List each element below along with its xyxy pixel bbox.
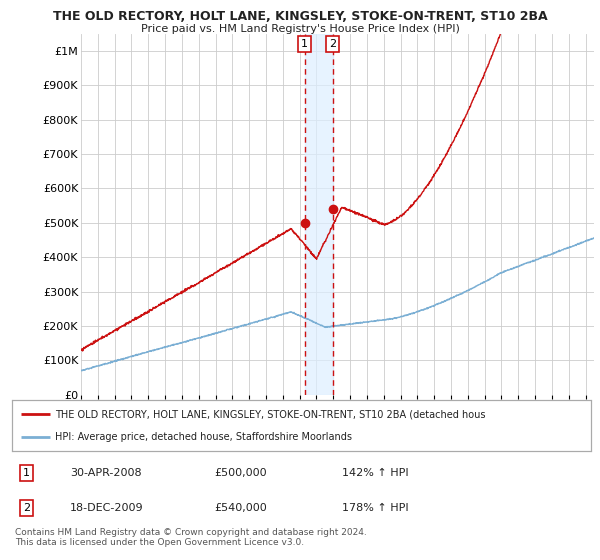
Text: £540,000: £540,000: [215, 503, 268, 513]
Text: 2: 2: [23, 503, 30, 513]
Text: THE OLD RECTORY, HOLT LANE, KINGSLEY, STOKE-ON-TRENT, ST10 2BA: THE OLD RECTORY, HOLT LANE, KINGSLEY, ST…: [53, 10, 547, 23]
Text: 178% ↑ HPI: 178% ↑ HPI: [342, 503, 409, 513]
Text: 30-APR-2008: 30-APR-2008: [70, 468, 142, 478]
Text: £500,000: £500,000: [215, 468, 267, 478]
Text: 18-DEC-2009: 18-DEC-2009: [70, 503, 143, 513]
Text: 1: 1: [301, 39, 308, 49]
Text: 2: 2: [329, 39, 336, 49]
Bar: [305, 34, 332, 395]
Text: HPI: Average price, detached house, Staffordshire Moorlands: HPI: Average price, detached house, Staf…: [55, 432, 352, 442]
Text: 142% ↑ HPI: 142% ↑ HPI: [342, 468, 409, 478]
Text: 1: 1: [23, 468, 30, 478]
Text: THE OLD RECTORY, HOLT LANE, KINGSLEY, STOKE-ON-TRENT, ST10 2BA (detached hous: THE OLD RECTORY, HOLT LANE, KINGSLEY, ST…: [55, 409, 486, 419]
Text: Price paid vs. HM Land Registry's House Price Index (HPI): Price paid vs. HM Land Registry's House …: [140, 24, 460, 34]
Text: Contains HM Land Registry data © Crown copyright and database right 2024.
This d: Contains HM Land Registry data © Crown c…: [15, 528, 367, 547]
